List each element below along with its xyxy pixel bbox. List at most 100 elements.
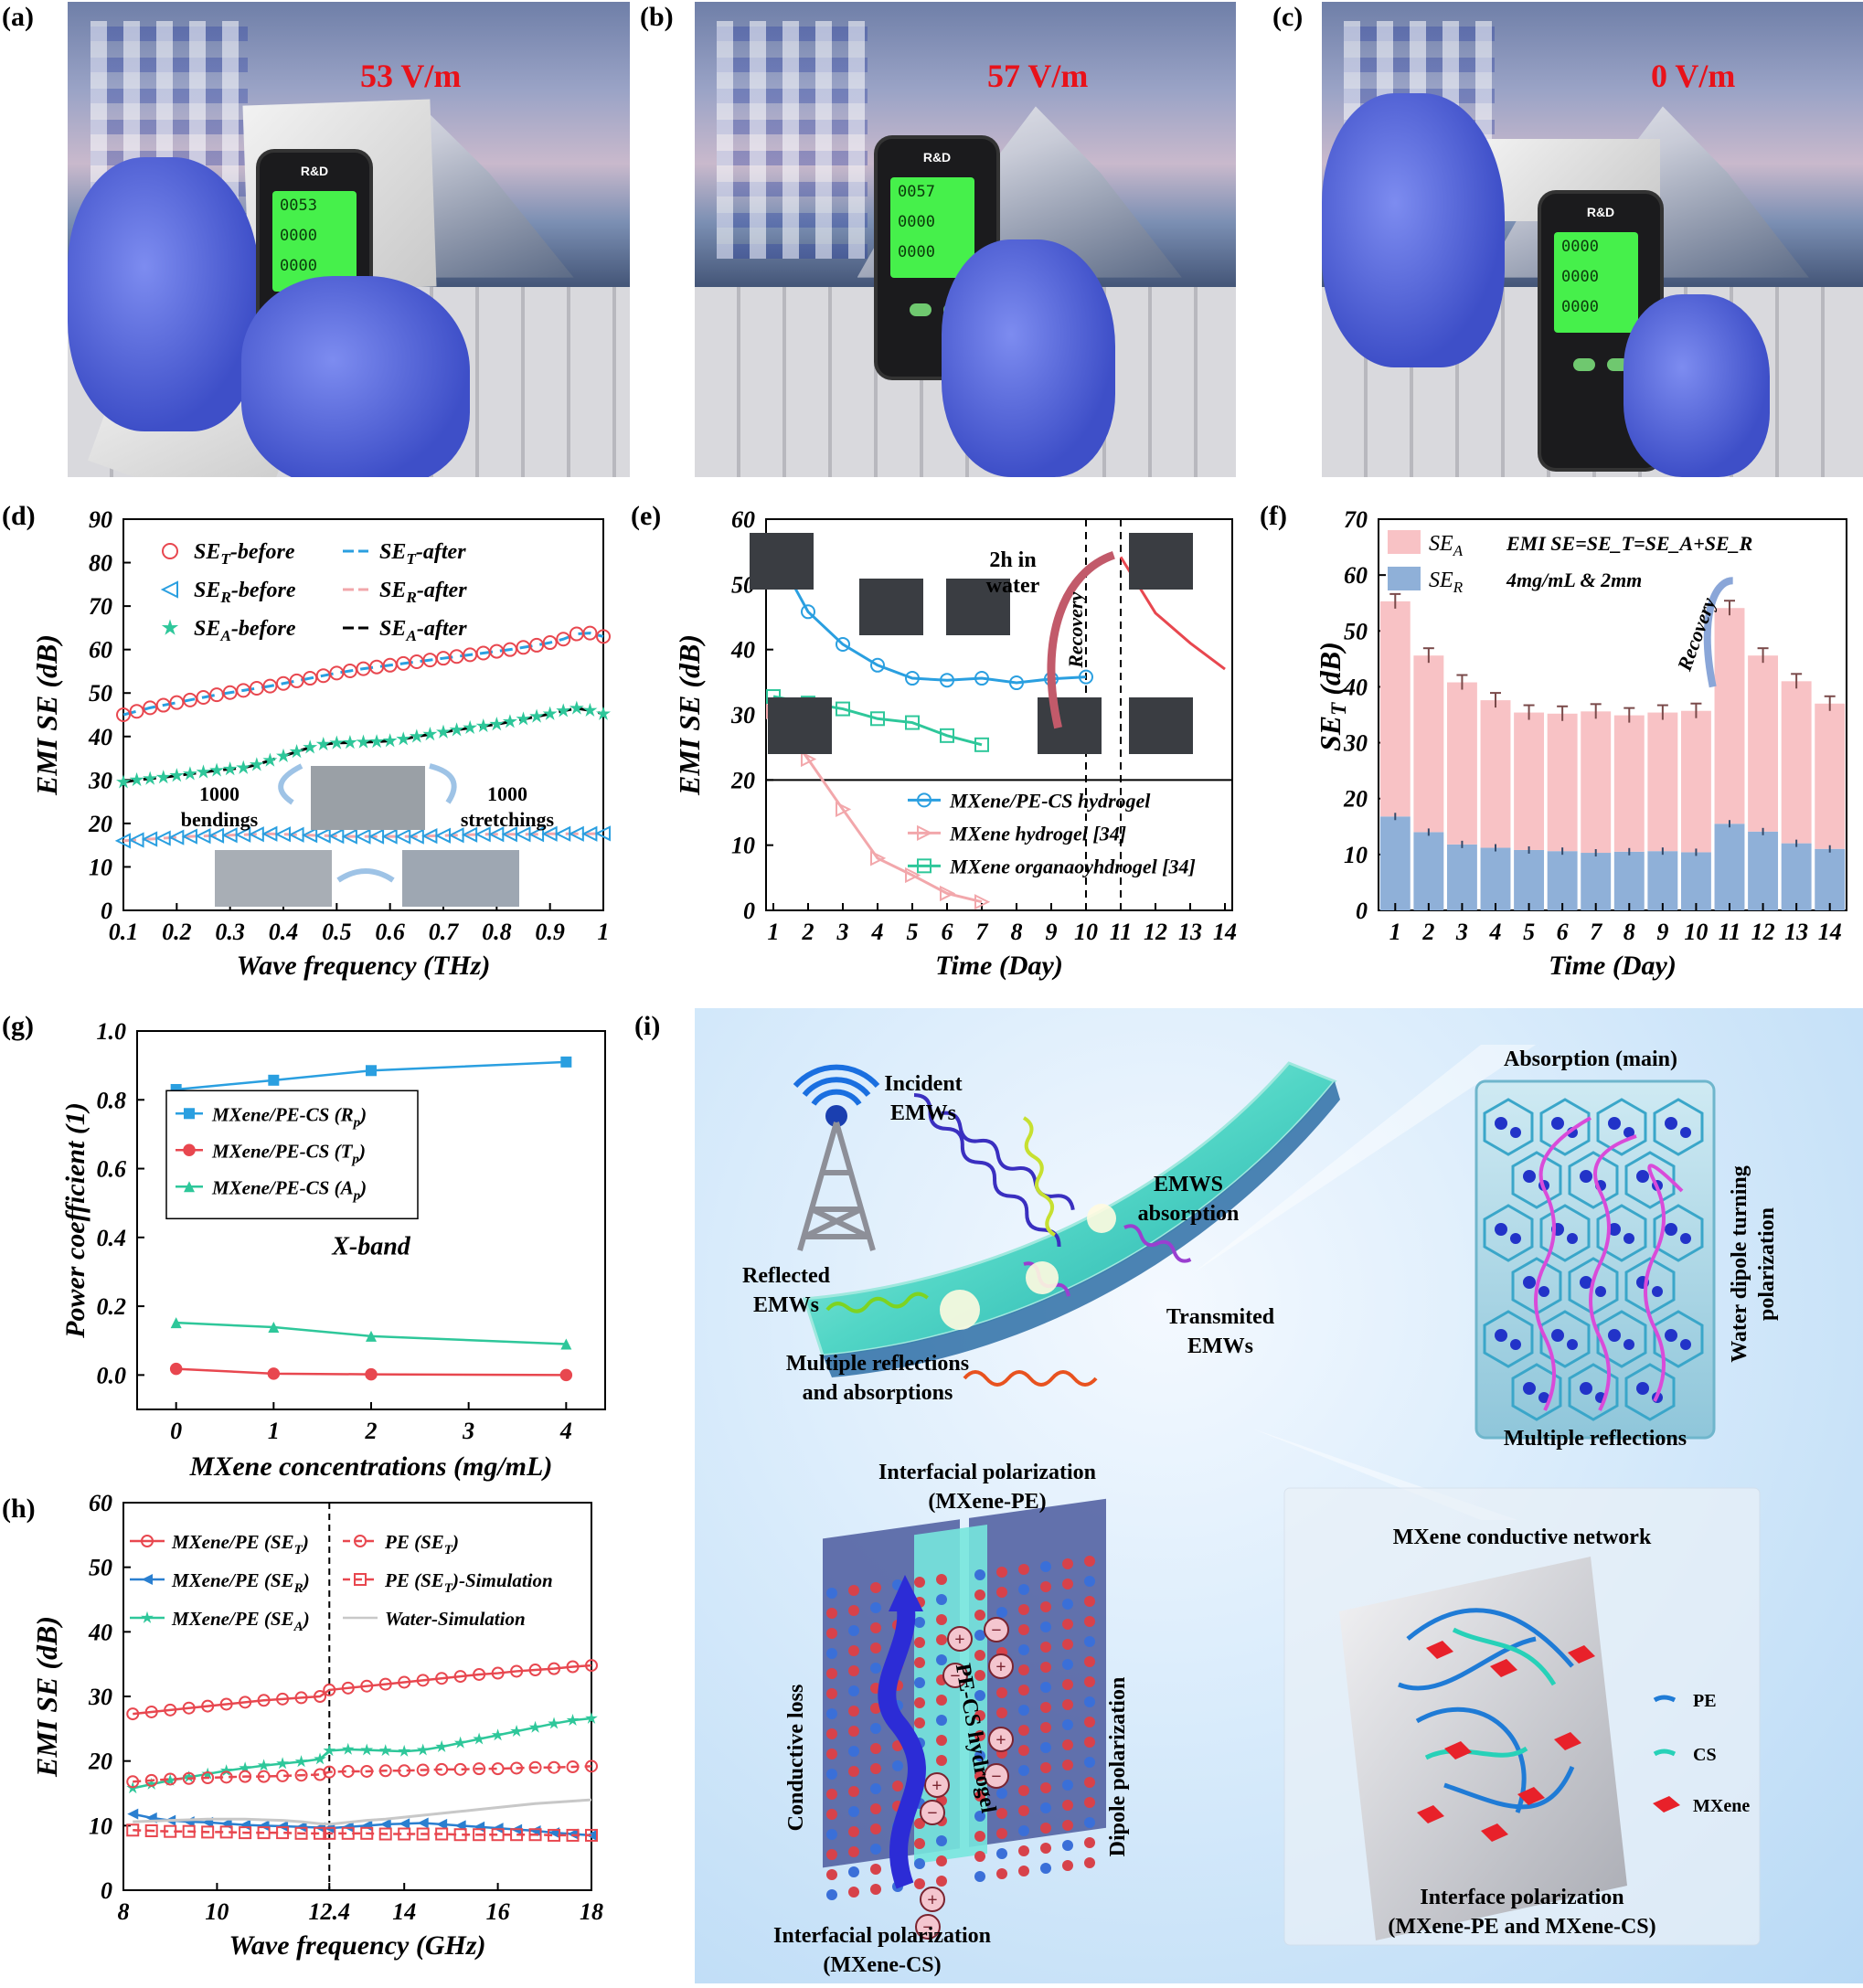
data-point bbox=[303, 739, 318, 754]
data-point bbox=[528, 1720, 542, 1733]
condition-label: 4mg/mL & 2mm bbox=[1506, 569, 1642, 591]
series-PE (SE_T) bbox=[126, 1759, 598, 1789]
data-point bbox=[182, 1701, 196, 1715]
data-point bbox=[596, 706, 611, 720]
label-water-dipole: polarization bbox=[1755, 1207, 1779, 1321]
x-axis-label: Time (Day) bbox=[935, 951, 1063, 981]
atom-dot bbox=[936, 1574, 947, 1585]
data-point bbox=[182, 1770, 196, 1783]
transmitted-wave bbox=[1123, 1224, 1192, 1263]
data-point bbox=[585, 1828, 598, 1842]
atom-dot bbox=[1084, 1777, 1095, 1788]
atom-dot bbox=[848, 1625, 859, 1636]
y-tick-label: 1.0 bbox=[97, 1018, 127, 1045]
data-point bbox=[905, 715, 920, 730]
bar-se-a bbox=[1748, 655, 1779, 832]
x-tick-label: 1 bbox=[598, 919, 610, 945]
legend-swatch-se-r bbox=[1388, 567, 1421, 590]
series-line bbox=[133, 1798, 592, 1826]
label-interfacial-mxene-pe: Interfacial polarization bbox=[878, 1461, 1096, 1484]
atom-dot bbox=[1084, 1636, 1095, 1647]
atom-dot bbox=[914, 1697, 925, 1708]
label-subscript: A bbox=[405, 627, 417, 644]
atom-dot bbox=[1084, 1757, 1095, 1768]
data-point bbox=[905, 866, 921, 884]
atom-dot bbox=[996, 1808, 1007, 1819]
data-point bbox=[356, 734, 371, 749]
series-MXene/PE-CS (Rp bbox=[170, 1056, 572, 1095]
atom-dot bbox=[974, 1670, 985, 1681]
atom-dot bbox=[870, 1743, 881, 1754]
atom-dot bbox=[936, 1835, 947, 1846]
layered-hydrogel-structure: + − + − − + − + + − bbox=[823, 1498, 1106, 1940]
x-axis-label: MXene concentrations (mg/mL) bbox=[189, 1451, 553, 1482]
legend-label-se-a: SEA bbox=[1429, 532, 1464, 559]
atom-dot bbox=[936, 1855, 947, 1866]
x-tick-label: 5 bbox=[1523, 919, 1535, 945]
atom-dot bbox=[1062, 1599, 1073, 1610]
atom-dot bbox=[870, 1864, 881, 1875]
atom-dot bbox=[826, 1789, 837, 1800]
atom-dot bbox=[1084, 1696, 1095, 1707]
formula-label: EMI SE=SE_T=SE_A+SE_R bbox=[1506, 532, 1752, 555]
y-tick-label: 20 bbox=[88, 811, 112, 837]
atom-dot bbox=[870, 1844, 881, 1855]
hex-cell bbox=[1653, 1098, 1704, 1156]
data-point bbox=[143, 771, 158, 785]
bar-se-a bbox=[1781, 681, 1812, 844]
label-interfacial-mxene-cs: (MXene-CS) bbox=[823, 1953, 941, 1977]
y-tick-label: 10 bbox=[731, 833, 755, 859]
atom-dot bbox=[870, 1622, 881, 1633]
legend-label-pe: PE bbox=[1693, 1691, 1717, 1711]
label-subscript: p bbox=[352, 1188, 361, 1203]
data-point bbox=[453, 1828, 467, 1842]
data-point bbox=[155, 770, 171, 784]
atom-dot bbox=[1040, 1662, 1051, 1673]
label-subscript: T bbox=[444, 1581, 453, 1596]
data-point bbox=[144, 1823, 158, 1837]
data-point bbox=[154, 830, 171, 846]
legend-label: MXene/PE-CS hydrogel bbox=[949, 789, 1151, 812]
legend-marker bbox=[917, 824, 933, 841]
label-main: SE bbox=[194, 617, 220, 641]
data-point bbox=[529, 1824, 541, 1836]
data-point bbox=[208, 827, 225, 844]
legend-label: PE (SET)-Simulation bbox=[384, 1569, 553, 1596]
legend-marker bbox=[142, 1574, 153, 1585]
atom-dot bbox=[1018, 1785, 1029, 1796]
water-molecule bbox=[1636, 1170, 1649, 1183]
label-conductive-loss: Conductive loss bbox=[784, 1685, 808, 1832]
annotation-stretchings: 1000 bbox=[487, 782, 527, 805]
legend-mxene-swatch bbox=[1653, 1796, 1680, 1813]
y-tick-label: 0.2 bbox=[97, 1293, 127, 1320]
lcd-line-2: 0000 bbox=[898, 213, 935, 231]
atom-dot bbox=[1062, 1659, 1073, 1670]
atom-dot bbox=[1062, 1619, 1073, 1630]
charge-marker bbox=[915, 1914, 941, 1940]
atom-dot bbox=[848, 1746, 859, 1757]
legend-label: MXene/PE (SET) bbox=[171, 1531, 309, 1557]
label-suffix: -after bbox=[417, 617, 467, 641]
y-tick-label: 40 bbox=[730, 637, 755, 664]
panel-label-d: (d) bbox=[2, 501, 36, 531]
water-molecule bbox=[1665, 1117, 1677, 1130]
y-tick-label: 30 bbox=[1343, 730, 1368, 757]
data-point bbox=[510, 1664, 524, 1678]
data-point bbox=[240, 1819, 251, 1831]
data-point bbox=[435, 1739, 449, 1752]
atom-dot bbox=[1084, 1717, 1095, 1728]
charge-sign: − bbox=[991, 1621, 1001, 1641]
water-molecule bbox=[1523, 1170, 1536, 1183]
atom-dot bbox=[996, 1868, 1007, 1879]
data-point bbox=[399, 1818, 410, 1830]
atom-dot bbox=[1062, 1840, 1073, 1851]
y-tick-label: 0.4 bbox=[97, 1225, 127, 1251]
data-point bbox=[114, 833, 131, 849]
water-molecule bbox=[1510, 1127, 1521, 1138]
bar-se-r bbox=[1781, 843, 1812, 910]
water-molecule bbox=[1567, 1339, 1578, 1350]
field-reading: 0 V/m bbox=[1651, 58, 1736, 94]
data-point bbox=[126, 1823, 140, 1837]
atom-dot bbox=[1062, 1860, 1073, 1871]
data-point bbox=[258, 1820, 270, 1832]
